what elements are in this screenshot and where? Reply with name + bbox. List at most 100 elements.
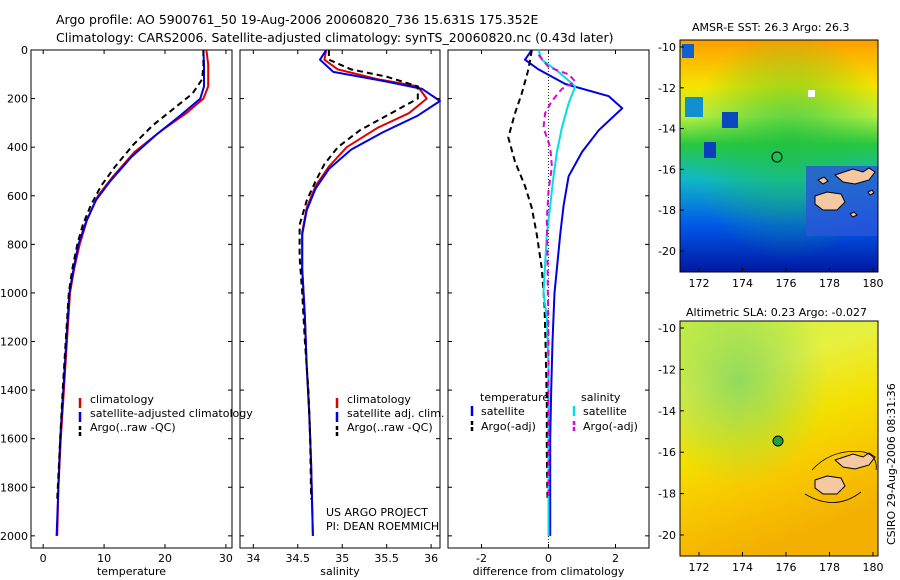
- map-x-tick-label: 178: [819, 561, 840, 574]
- y-tick-label: 800: [7, 238, 28, 251]
- map-y-tick-label: -14: [658, 405, 676, 418]
- fiji-islets: [817, 176, 875, 218]
- legend-label-temp-argo: Argo(-adj): [481, 420, 536, 433]
- map-y-tick-label: -14: [658, 123, 676, 136]
- legend-label-argo: Argo(..raw -QC): [347, 421, 433, 434]
- series-line-satellite: [524, 49, 624, 536]
- map-y-tick-label: -12: [658, 82, 676, 95]
- map-y-tick-label: -16: [658, 163, 676, 176]
- x-tick-label: 10: [97, 552, 111, 565]
- x-tick-label: -2: [476, 552, 487, 565]
- sla-map-frame: [679, 320, 879, 557]
- profile-panel-1: 0 10 20 30 0 200 400 600 800 1000 1200 1400 1600 1800…: [0, 44, 233, 578]
- legend-header-salinity: salinity: [581, 391, 621, 404]
- series-line-argo-adj: [537, 54, 577, 500]
- sst-missing-pixel: [808, 90, 815, 97]
- sst-map: [680, 40, 878, 272]
- y-tick-label: 2000: [0, 530, 28, 543]
- figure-title-line2: Climatology: CARS2006. Satellite-adjuste…: [56, 30, 613, 45]
- fiji-vanua-levu: [834, 167, 876, 185]
- argo-location-marker: [771, 151, 783, 163]
- map-ticks-2: 172 174 176 178 180 -10 -12 -14 -16 -18 -20: [658, 322, 883, 574]
- y-tick-label: 1000: [0, 287, 28, 300]
- legend-label-argo: Argo(..raw -QC): [90, 421, 176, 434]
- sst-map-title: AMSR-E SST: 26.3 Argo: 26.3: [692, 21, 850, 34]
- map-x-tick-label: 178: [819, 277, 840, 290]
- map-x-tick-label: 174: [732, 561, 753, 574]
- x-tick-label: 0: [545, 552, 552, 565]
- x-axis-label: salinity: [320, 565, 360, 578]
- x-tick-label: 35.5: [374, 552, 399, 565]
- salinity-legend: climatology satellite adj. clim. Argo(..…: [335, 393, 444, 436]
- y-tick-label: 400: [7, 141, 28, 154]
- fiji-viti-levu: [814, 191, 846, 211]
- x-tick-label: 30: [219, 552, 233, 565]
- profile-panel-2: 34 34.5 35 35.5 36 salinity: [240, 49, 441, 578]
- y-tick-label: 1600: [0, 433, 28, 446]
- map-x-tick-label: 172: [689, 561, 710, 574]
- x-axis-label: difference from climatology: [473, 565, 625, 578]
- y-tick-label: 0: [21, 44, 28, 57]
- map-x-tick-label: 176: [776, 561, 797, 574]
- map-y-tick-label: -12: [658, 363, 676, 376]
- x-tick-label: 34: [246, 552, 260, 565]
- legend-label-temp-satellite: satellite: [481, 405, 525, 418]
- map-x-tick-label: 180: [863, 277, 884, 290]
- map-y-tick-label: -10: [658, 41, 676, 54]
- figure-title-line1: Argo profile: AO 5900761_50 19-Aug-2006 …: [56, 12, 539, 27]
- sst-pixel-patch: [722, 112, 738, 128]
- x-tick-label: 34.5: [286, 552, 311, 565]
- map-x-tick-label: 180: [863, 561, 884, 574]
- series-line-argo-raw-qc: [298, 50, 419, 500]
- sla-contours: [804, 451, 877, 503]
- temperature-legend: climatology satellite-adjusted climatolo…: [78, 393, 253, 436]
- side-timestamp-label: CSIRO 29-Aug-2006 08:31:36: [885, 383, 898, 545]
- sst-map-frame: [679, 39, 879, 273]
- map-y-tick-label: -18: [658, 204, 676, 217]
- x-tick-label: 0: [40, 552, 47, 565]
- x-axis-label: temperature: [97, 565, 166, 578]
- map-x-tick-label: 172: [689, 277, 710, 290]
- map-y-tick-label: -10: [658, 322, 676, 335]
- map-y-tick-label: -20: [658, 529, 676, 542]
- sla-map-title: Altimetric SLA: 0.23 Argo: -0.027: [686, 306, 867, 319]
- y-tick-label: 1800: [0, 481, 28, 494]
- sla-map: [680, 321, 878, 556]
- legend-label-sal-argo: Argo(-adj): [583, 420, 638, 433]
- fiji-vanua-levu: [834, 452, 876, 470]
- sst-pixel-patch: [685, 97, 703, 117]
- legend-label-satellite: satellite adj. clim.: [347, 407, 444, 420]
- series-line-satellite-adj-clim: [301, 49, 441, 536]
- x-tick-label: 35: [335, 552, 349, 565]
- map-y-tick-label: -20: [658, 245, 676, 258]
- y-tick-label: 1200: [0, 336, 28, 349]
- credit-line1: US ARGO PROJECT: [326, 506, 428, 519]
- fiji-viti-levu: [814, 475, 846, 495]
- map-x-tick-label: 176: [776, 277, 797, 290]
- sst-pixel-patch: [682, 44, 694, 58]
- temperature-panel-frame: [30, 49, 233, 549]
- x-tick-label: 36: [424, 552, 438, 565]
- legend-label-climatology: climatology: [90, 393, 154, 406]
- series-line-argo-adj: [507, 49, 549, 500]
- legend-header-temperature: temperature: [480, 391, 549, 404]
- credit-line2: PI: DEAN ROEMMICH: [326, 520, 439, 533]
- legend-label-climatology: climatology: [347, 393, 411, 406]
- map-x-tick-label: 174: [732, 277, 753, 290]
- salinity-panel-frame: [239, 49, 441, 549]
- sst-pixel-patch: [704, 142, 716, 158]
- difference-legend: temperature salinity satellite Argo(-adj…: [470, 391, 638, 433]
- map-y-tick-label: -16: [658, 446, 676, 459]
- y-tick-label: 1400: [0, 384, 28, 397]
- legend-label-satellite: satellite-adjusted climatology: [90, 407, 253, 420]
- legend-label-sal-satellite: satellite: [583, 405, 627, 418]
- y-tick-label: 200: [7, 93, 28, 106]
- x-tick-label: 2: [612, 552, 619, 565]
- x-tick-label: 20: [158, 552, 172, 565]
- map-ticks-1: 172 174 176 178 180 -10 -12 -14 -16 -18 -20: [658, 41, 883, 290]
- map-y-tick-label: -18: [658, 488, 676, 501]
- argo-location-marker: [772, 435, 784, 447]
- y-tick-label: 600: [7, 190, 28, 203]
